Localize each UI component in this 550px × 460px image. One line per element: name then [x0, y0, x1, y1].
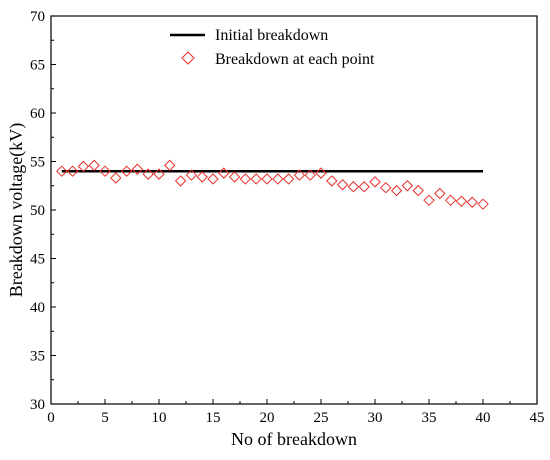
- data-point-breakdown: [153, 168, 165, 180]
- legend-label-initial: Initial breakdown: [215, 27, 328, 44]
- data-point-breakdown: [174, 175, 187, 187]
- data-point-breakdown: [56, 165, 68, 177]
- data-point-breakdown: [207, 173, 219, 185]
- data-point-breakdown: [304, 169, 316, 181]
- data-point-breakdown: [77, 160, 90, 173]
- legend: Initial breakdown Breakdown at each poin…: [170, 27, 375, 68]
- data-point-breakdown: [477, 198, 489, 210]
- data-point-breakdown: [239, 173, 252, 185]
- data-point-breakdown: [326, 175, 338, 187]
- y-tick-label: 65: [30, 58, 45, 74]
- data-point-breakdown: [358, 181, 370, 193]
- data-point-breakdown: [369, 176, 381, 188]
- y-tick-label: 35: [30, 349, 45, 365]
- x-tick-label: 30: [368, 410, 383, 426]
- axis-tick-labels: 0 5 10 15 20 25 30 35 40 45 30 35 40 45 50 55 60 65 70: [30, 9, 545, 426]
- x-tick-label: 20: [260, 410, 275, 426]
- data-point-breakdown: [423, 194, 435, 207]
- data-point-breakdown: [142, 168, 154, 180]
- data-point-breakdown: [110, 172, 122, 184]
- y-axis-title: Breakdown voltage(kV): [6, 123, 27, 297]
- y-tick-label: 55: [30, 155, 45, 171]
- y-tick-label: 30: [30, 397, 45, 413]
- plot-frame: [50, 15, 538, 405]
- data-point-breakdown: [347, 181, 360, 193]
- data-point-breakdown: [218, 167, 230, 179]
- data-point-breakdown: [261, 173, 273, 185]
- x-axis-title: No of breakdown: [231, 429, 357, 449]
- data-point-breakdown: [434, 187, 446, 200]
- axis-ticks: [50, 15, 538, 405]
- x-tick-label: 45: [530, 410, 545, 426]
- data-point-breakdown: [315, 167, 327, 179]
- data-point-breakdown: [336, 179, 349, 191]
- y-tick-label: 40: [30, 300, 45, 316]
- x-tick-label: 35: [422, 410, 437, 426]
- data-point-breakdown: [444, 194, 457, 207]
- x-tick-label: 15: [206, 410, 221, 426]
- data-point-breakdown: [282, 173, 295, 185]
- data-point-breakdown: [66, 165, 79, 177]
- data-point-breakdown: [164, 159, 176, 172]
- y-tick-label: 70: [30, 9, 45, 25]
- data-point-breakdown: [412, 184, 424, 197]
- data-point-breakdown: [455, 195, 468, 207]
- x-tick-label: 10: [152, 410, 167, 426]
- data-point-breakdown: [380, 181, 392, 194]
- y-tick-label: 45: [30, 252, 45, 268]
- series-layer: [56, 159, 489, 210]
- data-point-breakdown: [131, 163, 144, 175]
- data-point-breakdown: [466, 196, 478, 208]
- x-tick-label: 0: [47, 410, 55, 426]
- data-point-breakdown: [390, 184, 403, 197]
- data-point-breakdown: [88, 159, 100, 172]
- data-point-breakdown: [120, 165, 133, 177]
- data-point-breakdown: [99, 165, 111, 177]
- data-point-breakdown: [293, 169, 306, 181]
- x-tick-label: 40: [476, 410, 491, 426]
- data-point-breakdown: [401, 180, 414, 192]
- legend-label-breakdown: Breakdown at each point: [215, 51, 375, 68]
- data-point-breakdown: [185, 169, 198, 181]
- data-point-breakdown: [228, 171, 241, 183]
- y-tick-label: 50: [30, 203, 45, 219]
- data-point-breakdown: [196, 171, 208, 183]
- legend-marker-breakdown: [181, 51, 195, 65]
- y-tick-label: 60: [30, 106, 45, 122]
- data-point-breakdown: [272, 173, 284, 185]
- x-tick-label: 5: [101, 410, 109, 426]
- data-point-breakdown: [250, 173, 262, 185]
- x-tick-label: 25: [314, 410, 329, 426]
